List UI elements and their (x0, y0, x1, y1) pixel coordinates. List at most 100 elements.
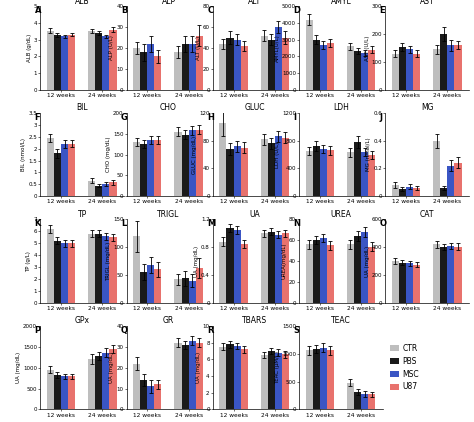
Bar (354, 51, 361, 90)
Bar (140, 272, 147, 303)
Bar (241, 46, 248, 90)
Y-axis label: AST (U/L): AST (U/L) (365, 35, 370, 61)
Bar (140, 380, 147, 409)
Bar (102, 184, 109, 196)
Text: G: G (121, 113, 128, 122)
Title: TBARS: TBARS (242, 316, 267, 325)
Bar (147, 140, 155, 196)
Bar (406, 263, 413, 303)
Bar (433, 49, 440, 90)
Title: GLUC: GLUC (245, 103, 265, 112)
Bar (227, 344, 234, 409)
Bar (261, 35, 268, 90)
Bar (368, 394, 375, 409)
Bar (361, 394, 368, 409)
Bar (268, 143, 275, 196)
Bar (268, 40, 275, 90)
Bar (392, 54, 399, 90)
Bar (88, 234, 95, 303)
Text: D: D (293, 6, 301, 15)
Text: N: N (293, 219, 301, 228)
Y-axis label: UA (mg/dL): UA (mg/dL) (109, 352, 114, 383)
Bar (347, 46, 354, 90)
Bar (102, 353, 109, 409)
Bar (109, 182, 117, 196)
Bar (219, 347, 227, 409)
Title: ALB: ALB (75, 0, 90, 5)
Bar (234, 146, 241, 196)
Bar (109, 349, 117, 409)
Title: CHO: CHO (160, 103, 177, 112)
Bar (61, 144, 68, 196)
Bar (320, 45, 327, 90)
Bar (455, 246, 462, 303)
Y-axis label: TRIGL (mg/dL): TRIGL (mg/dL) (106, 241, 111, 281)
Bar (227, 228, 234, 303)
Bar (196, 343, 203, 409)
Bar (182, 135, 189, 196)
Bar (54, 153, 61, 196)
Bar (347, 152, 354, 196)
Bar (306, 151, 313, 196)
Text: I: I (293, 113, 296, 122)
Text: J: J (380, 113, 383, 122)
Bar (227, 149, 234, 196)
Bar (413, 54, 420, 90)
Bar (189, 130, 196, 196)
Bar (399, 189, 406, 196)
Bar (327, 43, 334, 90)
Bar (155, 269, 162, 303)
Bar (361, 53, 368, 90)
Y-axis label: GLUC (mg/dL): GLUC (mg/dL) (192, 135, 197, 173)
Bar (306, 20, 313, 90)
Bar (47, 229, 54, 303)
Bar (399, 46, 406, 90)
Bar (68, 376, 75, 409)
Text: S: S (293, 326, 300, 335)
Bar (133, 363, 140, 409)
Bar (455, 45, 462, 90)
Bar (189, 341, 196, 409)
Bar (282, 138, 289, 196)
Bar (455, 163, 462, 196)
Bar (447, 45, 455, 90)
Title: UA: UA (249, 210, 260, 219)
Bar (241, 148, 248, 196)
Bar (354, 236, 361, 303)
Y-axis label: UREA(mg/dL): UREA(mg/dL) (282, 243, 287, 279)
Bar (196, 268, 203, 303)
Bar (174, 343, 182, 409)
Bar (133, 48, 140, 90)
Bar (88, 31, 95, 90)
Y-axis label: ALP (U/L): ALP (U/L) (109, 35, 114, 60)
Bar (361, 152, 368, 196)
Bar (88, 181, 95, 196)
Title: MG: MG (421, 103, 434, 112)
Bar (313, 146, 320, 196)
Bar (47, 30, 54, 90)
Text: F: F (35, 113, 40, 122)
Bar (327, 246, 334, 303)
Bar (433, 141, 440, 196)
Bar (275, 353, 282, 409)
Bar (392, 261, 399, 303)
Bar (320, 149, 327, 196)
Title: GR: GR (163, 316, 174, 325)
Bar (155, 140, 162, 196)
Bar (189, 281, 196, 303)
Bar (133, 236, 140, 303)
Bar (219, 44, 227, 90)
Bar (189, 44, 196, 90)
Y-axis label: ALT (U/L): ALT (U/L) (196, 36, 201, 60)
Bar (368, 246, 375, 303)
Text: L: L (121, 219, 126, 228)
Title: TP: TP (78, 210, 87, 219)
Bar (174, 132, 182, 196)
Bar (109, 237, 117, 303)
Text: P: P (35, 326, 41, 335)
Bar (306, 244, 313, 303)
Bar (234, 230, 241, 303)
Bar (95, 234, 102, 303)
Bar (354, 142, 361, 196)
Bar (268, 351, 275, 409)
